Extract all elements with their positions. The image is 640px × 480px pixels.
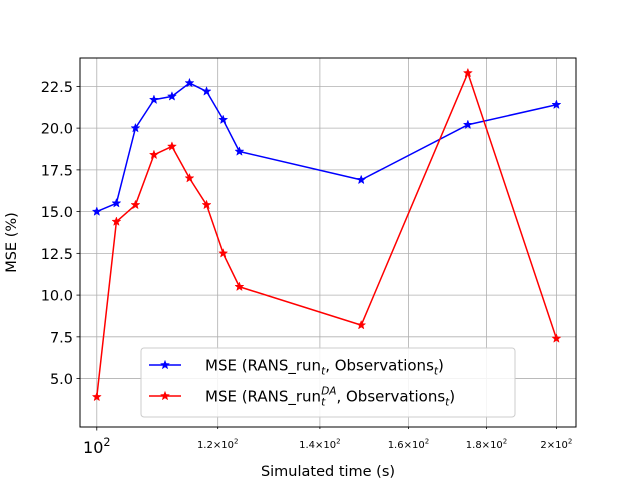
data-point-marker xyxy=(166,141,177,151)
data-point-marker xyxy=(462,67,473,78)
legend-entry-2: MSE (RANS_runtDA, Observationst) xyxy=(149,386,455,409)
x-tick-label: 1.6×102 xyxy=(388,438,429,452)
data-point-marker xyxy=(356,319,367,330)
data-point-marker xyxy=(91,391,102,402)
data-point-marker xyxy=(218,248,229,258)
legend-marker xyxy=(159,359,171,370)
x-axis-ticks: 102 1.2×102 1.4×102 1.6×102 1.8×102 2×102 xyxy=(83,427,572,457)
series-1 xyxy=(91,77,562,216)
legend: MSE (RANS_runt, Observationst) MSE (RANS_… xyxy=(140,347,516,418)
data-point-marker xyxy=(218,114,229,125)
data-point-marker xyxy=(551,333,562,343)
y-tick-label: 15.0 xyxy=(41,205,73,221)
series-line xyxy=(96,72,558,398)
data-point-marker xyxy=(148,149,159,160)
data-point-marker xyxy=(184,172,195,183)
y-tick-label: 5.0 xyxy=(50,372,73,388)
y-tick-label: 17.5 xyxy=(41,163,73,179)
data-point-marker xyxy=(201,199,212,210)
data-point-marker xyxy=(551,99,562,110)
data-point-marker xyxy=(356,174,367,185)
data-point-marker xyxy=(148,94,159,105)
series-layer xyxy=(91,67,562,402)
x-axis-label: Simulated time (s) xyxy=(261,464,395,480)
data-point-marker xyxy=(234,146,245,156)
data-point-marker xyxy=(184,77,195,88)
y-tick-label: 7.5 xyxy=(50,330,73,346)
x-tick-label: 1.2×102 xyxy=(197,438,238,452)
y-tick-label: 12.5 xyxy=(41,247,73,263)
y-tick-label: 20.0 xyxy=(41,122,73,138)
y-axis-ticks: 5.0 7.5 10.0 12.5 15.0 17.5 20.0 22.5 xyxy=(41,80,80,388)
legend-label: MSE (RANS_runt, Observationst) xyxy=(205,357,444,378)
y-tick-label: 22.5 xyxy=(41,80,73,96)
data-point-marker xyxy=(130,199,141,210)
data-point-marker xyxy=(234,281,245,292)
plot-frame xyxy=(79,57,577,428)
data-point-marker xyxy=(111,197,122,208)
legend-entry-1: MSE (RANS_runt, Observationst) xyxy=(149,357,444,378)
data-point-marker xyxy=(91,206,102,216)
legend-marker xyxy=(159,390,171,401)
legend-box xyxy=(140,347,516,418)
data-point-marker xyxy=(166,91,177,101)
data-point-marker xyxy=(201,86,212,96)
data-point-marker xyxy=(462,119,473,130)
series-line xyxy=(96,82,557,213)
legend-label: MSE (RANS_runtDA, Observationst) xyxy=(205,386,455,409)
y-tick-label: 10.0 xyxy=(41,289,73,305)
series-2 xyxy=(91,67,562,402)
x-tick-label: 102 xyxy=(83,436,110,457)
data-point-marker xyxy=(130,122,141,133)
data-point-marker xyxy=(111,216,122,226)
x-tick-label: 2×102 xyxy=(540,438,572,452)
y-axis-label: MSE (%) xyxy=(4,212,20,273)
x-tick-label: 1.8×102 xyxy=(466,438,507,452)
x-tick-label: 1.4×102 xyxy=(299,438,340,452)
